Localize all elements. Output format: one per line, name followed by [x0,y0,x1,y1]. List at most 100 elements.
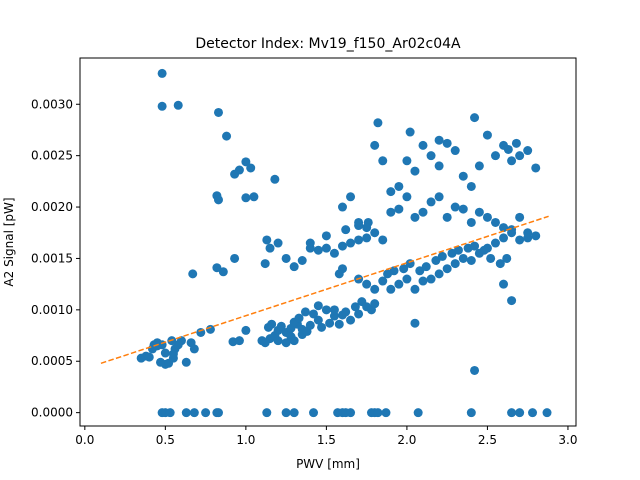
data-point-87 [281,253,291,263]
data-point-120 [466,256,476,265]
data-point-123 [490,238,500,248]
data-point-118 [450,259,460,269]
data-point-54 [260,338,270,348]
data-point-169 [370,140,380,150]
data-point-65 [309,309,319,319]
data-point-215 [381,408,391,418]
x-tick-label: 3.0 [558,433,577,447]
data-point-158 [490,151,500,161]
data-point-61 [294,313,304,323]
y-tick-label: 0.0005 [31,354,73,368]
data-point-119 [458,253,468,263]
data-point-178 [442,212,452,222]
y-axis-label: A2 Signal [pW] [2,197,16,286]
data-point-20 [144,352,154,362]
data-point-207 [309,408,319,418]
data-point-133 [421,262,431,272]
y-tick-label: 0.0000 [31,406,73,420]
data-point-163 [531,163,541,173]
y-tick-label: 0.0015 [31,251,73,265]
data-point-153 [450,146,460,156]
data-point-4 [222,131,232,141]
data-point-145 [386,187,396,197]
data-point-37 [205,324,215,334]
data-point-167 [511,138,521,148]
data-point-150 [426,151,436,161]
data-point-223 [470,365,480,375]
data-point-11 [249,192,259,202]
data-point-39 [234,336,244,346]
data-point-40 [241,325,251,335]
data-point-130 [399,264,409,274]
data-point-1 [157,101,167,111]
data-point-185 [499,223,509,233]
data-point-85 [265,243,275,253]
plot-frame [79,57,577,427]
data-point-9 [241,157,251,167]
data-point-224 [507,296,517,306]
data-point-129 [389,266,399,276]
data-point-74 [346,315,356,325]
data-point-143 [502,253,512,263]
data-point-0 [157,68,167,78]
data-point-67 [317,322,327,332]
data-point-57 [273,336,283,346]
data-point-101 [341,225,351,235]
data-point-3 [213,107,223,117]
data-point-194 [370,228,380,238]
data-point-148 [410,166,420,176]
data-point-95 [346,238,356,248]
data-point-88 [289,262,299,272]
data-point-59 [286,332,296,342]
data-point-181 [466,217,476,227]
data-point-105 [334,269,344,279]
data-point-17 [230,253,240,263]
data-point-12 [246,163,256,173]
data-point-142 [495,259,505,269]
data-point-10 [241,193,251,203]
data-point-192 [337,202,347,212]
data-point-92 [321,243,331,253]
data-point-166 [405,127,415,137]
x-axis-ticks: 0.0 0.5 1.0 1.5 2.0 2.5 3.0 [75,426,577,447]
y-tick-label: 0.0010 [31,303,73,317]
data-point-179 [450,202,460,212]
data-point-109 [378,276,388,286]
data-point-165 [470,113,480,123]
data-point-182 [474,207,484,217]
data-point-36 [196,327,206,337]
data-point-98 [262,235,272,245]
x-tick-label: 0.0 [75,433,94,447]
data-point-204 [262,408,272,418]
data-point-33 [181,357,191,367]
data-point-89 [297,256,307,265]
data-point-177 [434,192,444,202]
data-point-80 [370,299,380,309]
data-point-195 [378,235,388,245]
data-point-157 [482,130,492,140]
data-point-156 [474,161,484,171]
data-point-205 [281,408,291,418]
x-tick-label: 0.5 [156,433,175,447]
data-point-172 [386,207,396,217]
data-point-71 [334,319,344,329]
data-point-108 [370,284,380,294]
data-point-69 [325,318,335,328]
data-point-115 [426,274,436,284]
data-point-217 [466,408,476,418]
x-tick-label: 2.0 [397,433,416,447]
x-tick-label: 1.0 [236,433,255,447]
data-point-94 [337,241,347,251]
data-point-201 [201,408,211,418]
data-point-168 [503,144,513,154]
data-point-86 [273,238,283,248]
data-point-147 [402,192,412,202]
data-point-110 [386,284,396,294]
data-point-171 [434,135,444,145]
y-tick-label: 0.0020 [31,200,73,214]
data-point-117 [442,264,452,274]
data-point-99 [305,238,315,248]
data-point-42 [152,341,162,351]
